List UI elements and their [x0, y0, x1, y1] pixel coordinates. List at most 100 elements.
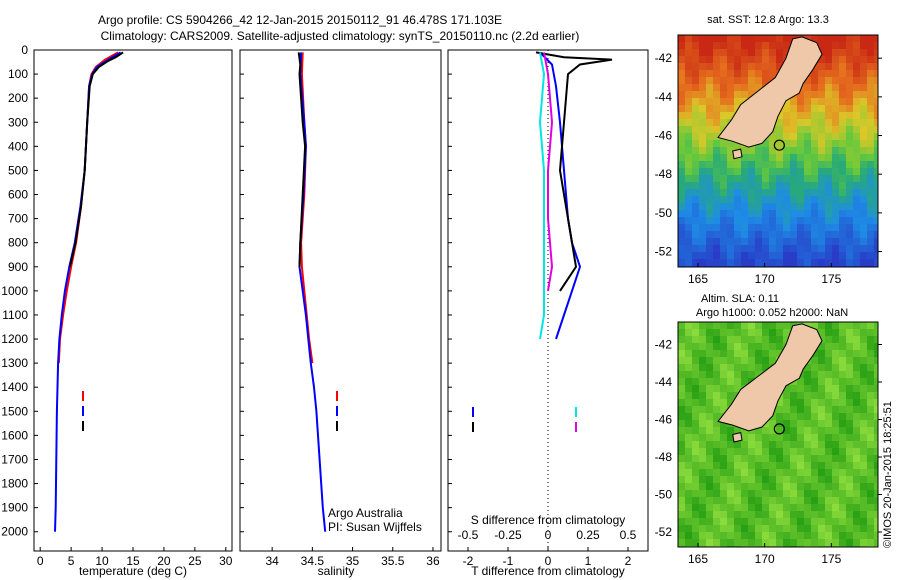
sst-map-cell	[755, 168, 763, 176]
sst-map-cell	[720, 189, 728, 197]
sla-map-cell	[685, 476, 693, 484]
sst-map-cell	[860, 252, 868, 260]
sla-map-cell	[825, 385, 833, 393]
sla-map-cell	[706, 476, 714, 484]
sla-map-cell	[776, 532, 784, 540]
sla-map-cell	[783, 490, 791, 498]
sla-map-cell	[867, 469, 875, 477]
sst-map-cell	[734, 56, 742, 64]
sla-map-cell	[776, 427, 784, 435]
sla-map-cell	[867, 385, 875, 393]
sst-map-cell	[713, 182, 721, 190]
sla-map-cell	[755, 441, 763, 449]
sla-map-cell	[762, 441, 770, 449]
sst-map-cell	[832, 49, 840, 57]
sla-map-cell	[678, 413, 686, 421]
sla-map-cell	[692, 322, 700, 330]
sla-map-cell	[727, 504, 735, 512]
sst-map-cell	[867, 35, 875, 43]
s-difference-x-tick-label: 0.5	[620, 528, 637, 542]
sst-map-cell	[748, 84, 756, 92]
sst-map-cell	[706, 175, 714, 183]
sst-map-cell	[853, 133, 861, 141]
sla-map-cell	[832, 427, 840, 435]
sla-map-cell	[720, 539, 728, 547]
sla-map-cell	[685, 392, 693, 400]
sst-map-cell	[734, 224, 742, 232]
sla-map-cell	[748, 504, 756, 512]
sst-map-cell	[839, 161, 847, 169]
sst-map-cell	[720, 238, 728, 246]
sst-map-cell	[727, 154, 735, 162]
sst-map-cell	[685, 112, 693, 120]
sst-map-cell	[839, 91, 847, 99]
sla-map-cell	[839, 357, 847, 365]
sla-map-cell	[860, 434, 868, 442]
sla-map-cell	[846, 322, 854, 330]
sst-map-frame	[677, 34, 879, 268]
sla-map-cell	[832, 518, 840, 526]
sst-map-cell	[846, 112, 854, 120]
sla-map-cell	[811, 497, 819, 505]
sst-map-cell	[748, 77, 756, 85]
sla-map-cell	[832, 448, 840, 456]
depth-tick-label: 900	[8, 260, 28, 274]
sst-map-lon-label: 175	[821, 272, 841, 286]
sst-map-cell	[797, 189, 805, 197]
sla-map-cell	[734, 364, 742, 372]
sst-map-cell	[790, 210, 798, 218]
sla-map-cell	[699, 336, 707, 344]
sst-map-cell	[790, 147, 798, 155]
sst-map-cell	[727, 63, 735, 71]
sst-map-cell	[720, 175, 728, 183]
sla-map-cell	[755, 476, 763, 484]
sla-map-cell	[853, 497, 861, 505]
sst-map-cell	[832, 259, 840, 267]
sla-map-cell	[860, 518, 868, 526]
sst-map-cell	[825, 175, 833, 183]
sst-map-cell	[699, 147, 707, 155]
sla-map-cell	[804, 434, 812, 442]
sst-map-cell	[860, 56, 868, 64]
pi-credit: PI: Susan Wijffels	[328, 520, 422, 534]
sla-map-cell	[720, 441, 728, 449]
sst-map-cell	[839, 105, 847, 113]
sst-map-cell	[678, 210, 686, 218]
sst-map-cell	[839, 175, 847, 183]
sst-map-cell	[790, 231, 798, 239]
sla-map-cell	[783, 336, 791, 344]
sst-map-cell	[783, 182, 791, 190]
sla-map-cell	[839, 329, 847, 337]
sla-map-cell	[685, 343, 693, 351]
sla-map-cell	[762, 539, 770, 547]
sst-map-cell	[867, 203, 875, 211]
sst-map-cell	[846, 133, 854, 141]
sla-map-cell	[713, 406, 721, 414]
sla-map-cell	[839, 406, 847, 414]
sst-map-cell	[713, 98, 721, 106]
sla-map-cell	[755, 490, 763, 498]
sst-map-cell	[867, 154, 875, 162]
sst-map-cell	[713, 238, 721, 246]
sst-map-cell	[797, 259, 805, 267]
sst-map-cell	[741, 252, 749, 260]
sla-map-cell	[692, 525, 700, 533]
sst-map-cell	[832, 175, 840, 183]
sla-map-cell	[853, 490, 861, 498]
sla-map-cell	[797, 406, 805, 414]
sst-map-cell	[769, 168, 777, 176]
sst-map-cell	[762, 35, 770, 43]
sla-map-cell	[811, 399, 819, 407]
sst-map-cell	[720, 119, 728, 127]
sla-map-cell	[839, 399, 847, 407]
sla-map-cell	[776, 483, 784, 491]
sla-map-cell	[685, 441, 693, 449]
sla-map-cell	[825, 511, 833, 519]
sst-map-lat-label: -48	[655, 167, 673, 181]
sla-map-cell	[678, 329, 686, 337]
sla-map-cell	[727, 483, 735, 491]
sla-map-cell	[706, 357, 714, 365]
sst-map-cell	[860, 238, 868, 246]
sst-map-cell	[706, 231, 714, 239]
sla-map-cell	[748, 483, 756, 491]
